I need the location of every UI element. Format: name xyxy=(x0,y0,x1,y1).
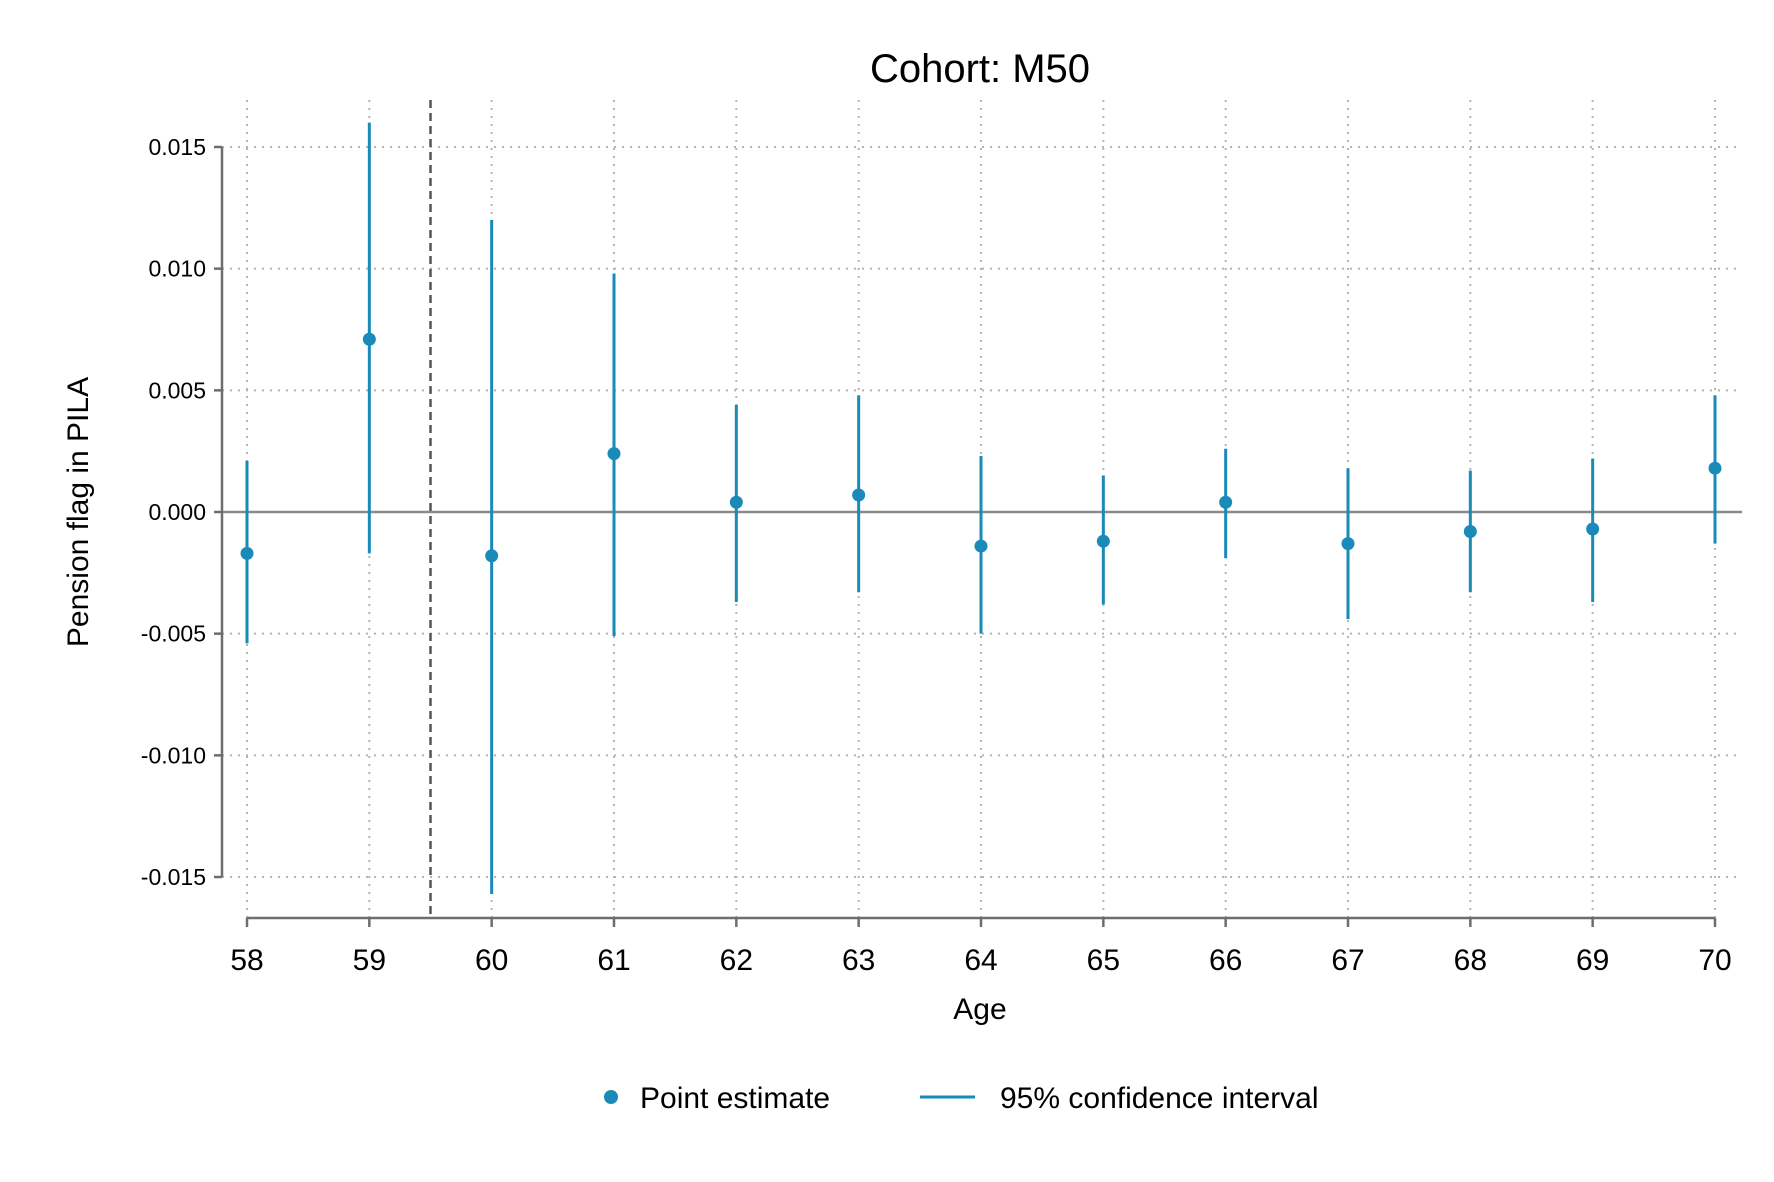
x-tick-label: 66 xyxy=(1209,944,1242,977)
point-estimate xyxy=(1096,534,1110,548)
y-tick-label: -0.005 xyxy=(141,621,206,647)
point-estimate xyxy=(240,546,254,560)
y-tick-label: 0.010 xyxy=(148,256,206,282)
y-tick-label: -0.010 xyxy=(141,742,206,768)
x-tick-label: 65 xyxy=(1087,944,1120,977)
legend-point-label: Point estimate xyxy=(640,1082,830,1115)
plot-marks xyxy=(240,122,1722,895)
legend-ci-label: 95% confidence interval xyxy=(1000,1082,1319,1115)
y-tick-label: -0.015 xyxy=(141,864,206,890)
x-tick-label: 62 xyxy=(720,944,753,977)
x-tick-label: 63 xyxy=(842,944,875,977)
y-tick-label: 0.015 xyxy=(148,134,206,160)
x-axis-label: Age xyxy=(953,993,1006,1026)
point-estimate xyxy=(1219,495,1233,509)
x-tick-label: 68 xyxy=(1454,944,1487,977)
legend: Point estimate 95% confidence interval xyxy=(604,1082,1319,1115)
y-tick-label: 0.000 xyxy=(148,499,206,525)
axes xyxy=(220,147,1715,920)
point-estimate xyxy=(1586,522,1600,536)
point-estimate xyxy=(607,447,621,461)
y-tick-label: 0.005 xyxy=(148,377,206,403)
point-estimate xyxy=(1708,461,1722,475)
x-tick-label: 59 xyxy=(353,944,386,977)
point-estimate xyxy=(852,488,866,502)
y-axis-ticks: -0.015 -0.010 -0.005 0.000 0.005 0.010 0.015 xyxy=(141,134,222,890)
x-tick-label: 70 xyxy=(1698,944,1731,977)
x-tick-label: 69 xyxy=(1576,944,1609,977)
point-estimate xyxy=(485,549,499,563)
point-estimate xyxy=(362,332,376,346)
chart-title: Cohort: M50 xyxy=(870,47,1090,91)
x-tick-label: 58 xyxy=(230,944,263,977)
y-axis-label: Pension flag in PILA xyxy=(62,377,95,647)
point-estimate xyxy=(974,539,988,553)
legend-point-marker xyxy=(604,1090,618,1104)
x-tick-label: 61 xyxy=(597,944,630,977)
x-tick-label: 64 xyxy=(964,944,997,977)
point-estimate xyxy=(729,495,743,509)
point-estimate xyxy=(1341,537,1355,551)
x-tick-label: 67 xyxy=(1331,944,1364,977)
point-estimate xyxy=(1463,524,1477,538)
x-axis-ticks: 58 59 60 61 62 63 64 65 66 67 68 69 70 xyxy=(230,918,1732,977)
x-tick-label: 60 xyxy=(475,944,508,977)
